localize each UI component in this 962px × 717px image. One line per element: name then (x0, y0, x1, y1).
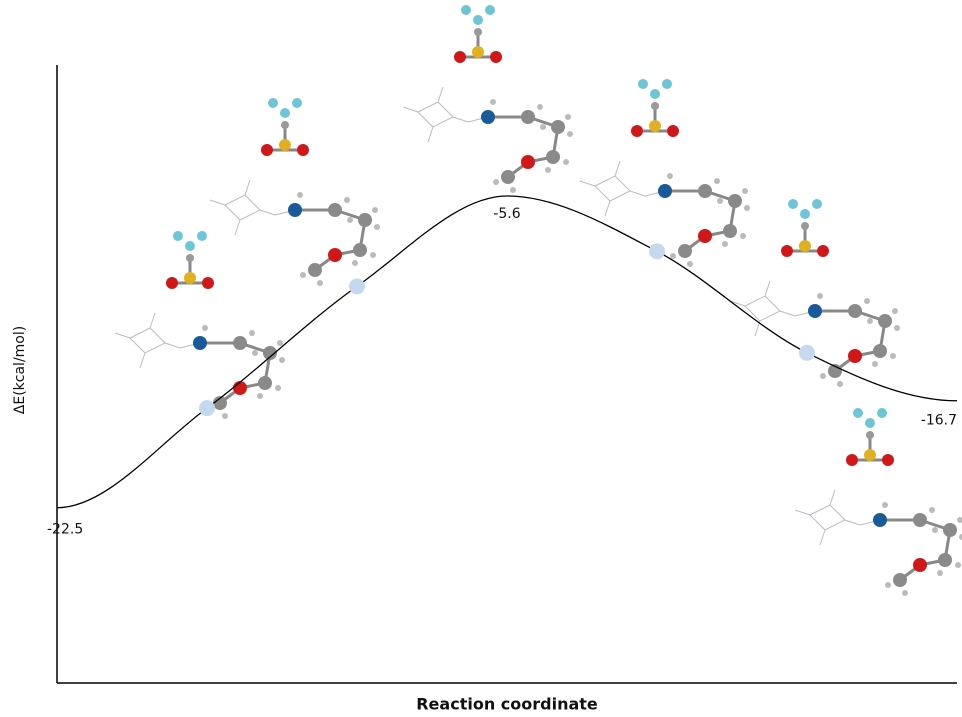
data-label: -16.7 (921, 413, 957, 429)
marker (649, 243, 665, 259)
page: {"chart_data": {"type": "line", "x_label… (0, 0, 962, 717)
marker (349, 278, 365, 294)
data-label: -22.5 (47, 522, 83, 538)
y-axis-label: ΔE(kcal/mol) (12, 326, 28, 414)
x-axis-label: Reaction coordinate (416, 695, 598, 714)
molecule-illustrations (115, 5, 962, 596)
marker (199, 400, 215, 416)
chart: ΔE(kcal/mol) Reaction coordinate -22.5 -5… (0, 0, 962, 717)
marker (799, 345, 815, 361)
data-label: -5.6 (493, 206, 520, 222)
